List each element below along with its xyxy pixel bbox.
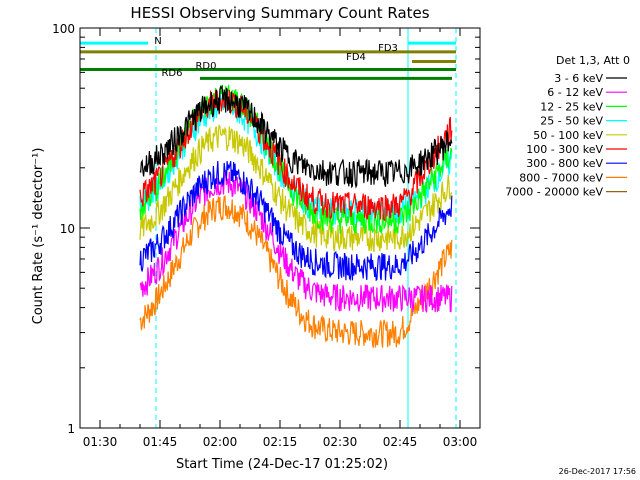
legend-entry-label: 50 - 100 keV: [533, 129, 603, 142]
series-line: [139, 89, 453, 222]
series-line: [139, 170, 453, 313]
x-tick-label: 01:45: [143, 435, 178, 449]
timestamp: 26-Dec-2017 17:56: [559, 467, 636, 476]
legend-entry-label: 800 - 7000 keV: [519, 171, 603, 184]
annotation-label: N: [154, 36, 161, 47]
chart-title: HESSI Observing Summary Count Rates: [130, 4, 429, 22]
y-tick-label: 1: [67, 422, 75, 436]
x-axis-label: Start Time (24-Dec-17 01:25:02): [176, 457, 388, 472]
x-tick-label: 02:00: [203, 435, 238, 449]
x-tick-label: 01:30: [83, 435, 118, 449]
x-tick-label: 02:15: [263, 435, 298, 449]
legend-entry-label: 300 - 800 keV: [526, 157, 603, 170]
legend-entry-label: 25 - 50 keV: [540, 115, 603, 128]
legend-entry-label: 12 - 25 keV: [540, 100, 603, 113]
legend-entry-label: 6 - 12 keV: [547, 86, 603, 99]
x-tick-label: 02:45: [383, 435, 418, 449]
annotation-label: FD3: [378, 43, 398, 54]
y-tick-label: 100: [52, 22, 75, 36]
legend-entry-label: 7000 - 20000 keV: [505, 186, 603, 199]
series-line: [139, 84, 453, 189]
y-tick-label: 10: [60, 222, 75, 236]
legend-entry-label: 100 - 300 keV: [526, 143, 603, 156]
legend-header: Det 1,3, Att 0: [556, 54, 630, 67]
y-axis-label: Count Rate (s⁻¹ detector⁻¹): [31, 148, 46, 325]
axis-ticks: 01:30 01:45 02:00 02:15 02:30 02:45 03:00 1 10 10…: [52, 22, 481, 449]
annotation-label: RD6: [161, 68, 182, 79]
series-line: [139, 160, 453, 282]
annotation-label: RD0: [195, 61, 216, 72]
legend-entry-label: 3 - 6 keV: [554, 72, 603, 85]
x-tick-label: 02:30: [323, 435, 358, 449]
annotation-label: FD4: [346, 52, 366, 63]
x-tick-label: 03:00: [443, 435, 478, 449]
series-line: [139, 195, 453, 348]
series-line: [139, 124, 453, 253]
